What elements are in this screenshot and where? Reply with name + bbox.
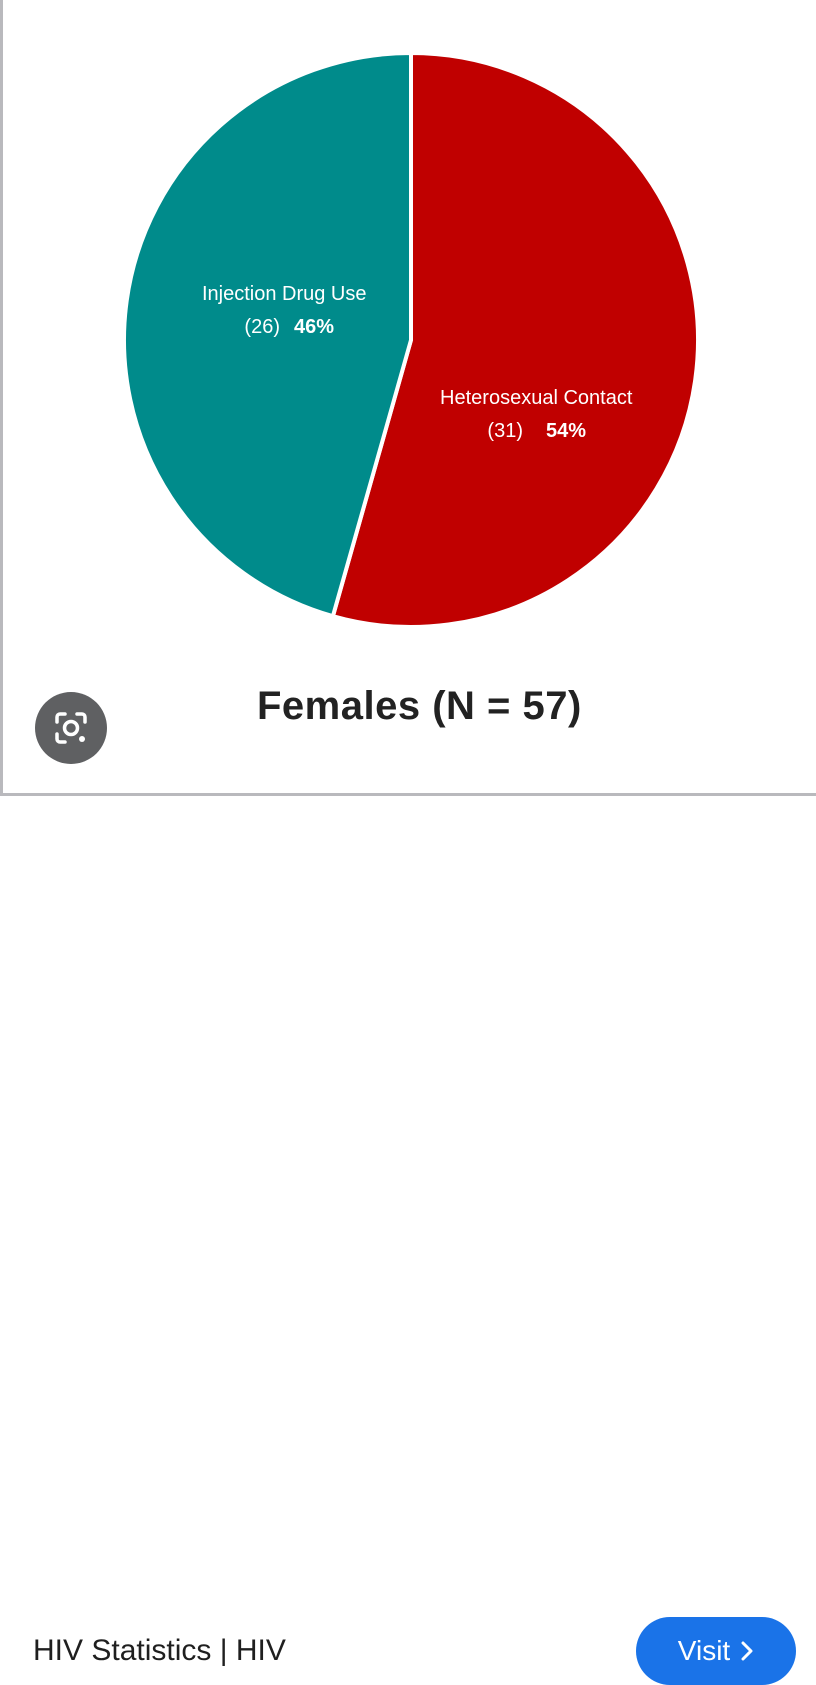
slice-name-injection-drug-use: Injection Drug Use	[202, 283, 367, 305]
slice-label-heterosexual-contact: Heterosexual Contact (31) 54%	[440, 387, 638, 442]
visit-label: Visit	[677, 1635, 731, 1666]
slice-percent-injection-drug-use: 46%	[294, 316, 334, 338]
pie-slice-injection-drug-use	[122, 51, 413, 619]
slice-label-injection-drug-use: Injection Drug Use (26) 46%	[202, 283, 372, 338]
google-lens-button[interactable]	[35, 692, 107, 764]
slice-percent-heterosexual-contact: 54%	[546, 420, 586, 442]
visit-button[interactable]: Visit	[636, 1617, 796, 1685]
pie-slice-heterosexual-contact	[330, 51, 700, 629]
chevron-right-icon	[741, 1641, 753, 1661]
slice-count-injection-drug-use: (26)	[244, 316, 280, 338]
slice-name-heterosexual-contact: Heterosexual Contact	[440, 387, 633, 409]
source-title[interactable]: HIV Statistics | HIV	[33, 1634, 286, 1667]
pie-chart: Injection Drug Use (26) 46% Heterosexual…	[122, 51, 700, 629]
result-footer: HIV Statistics | HIV Visit	[0, 796, 816, 1685]
slice-count-heterosexual-contact: (31)	[487, 420, 523, 442]
image-preview[interactable]: Injection Drug Use (26) 46% Heterosexual…	[0, 0, 816, 796]
chart-title: Females (N = 57)	[257, 684, 582, 728]
google-lens-icon	[55, 712, 87, 744]
